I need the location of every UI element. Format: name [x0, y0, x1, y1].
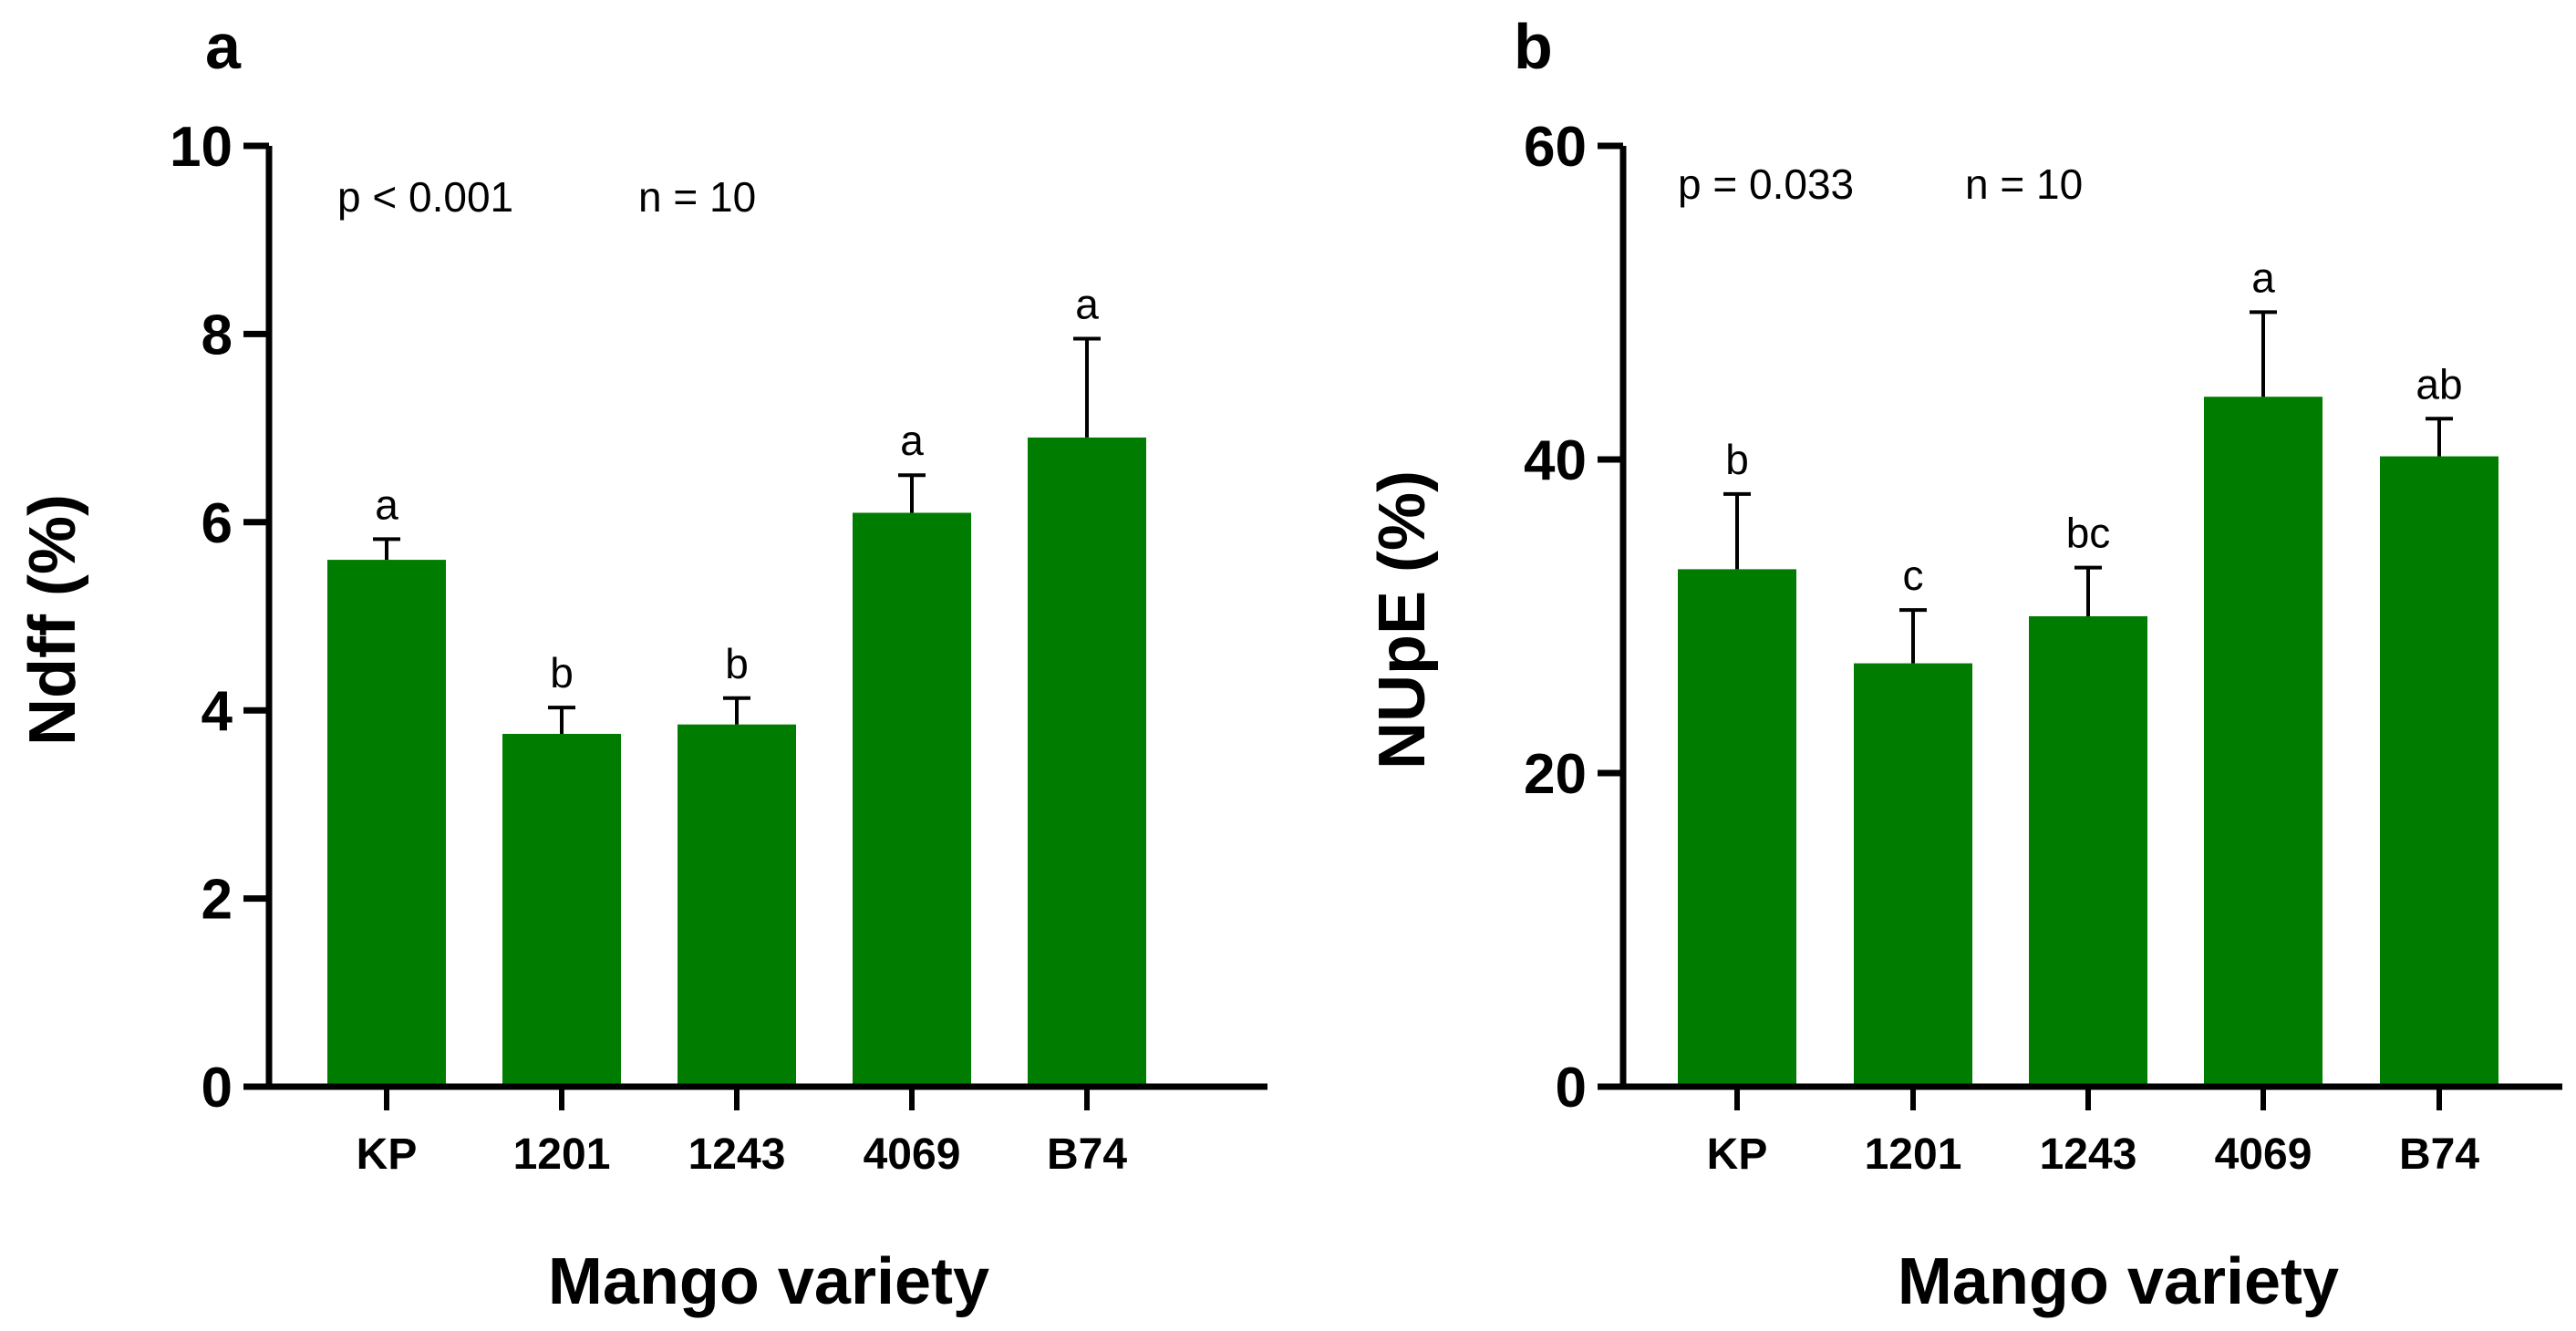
- panel-a-x-tick-label-B74: B74: [1047, 1130, 1127, 1179]
- panel-b-y-tick-label-40: 40: [1524, 429, 1587, 492]
- panel-b-x-axis-title: Mango variety: [1898, 1245, 2339, 1318]
- panel-b-bar-1243: [2029, 616, 2147, 1087]
- panel-b-sig-label-1201: c: [1903, 552, 1924, 599]
- panel-b-y-tick-label-0: 0: [1556, 1057, 1587, 1119]
- panel-a-y-tick-label-2: 2: [202, 869, 233, 932]
- panel-b-bar-1201: [1854, 663, 1972, 1087]
- panel-b-y-axis-title: NUpE (%): [1366, 470, 1439, 769]
- panel-b-sig-label-1243: bc: [2066, 510, 2111, 557]
- panel-a-bar-1243: [678, 724, 796, 1087]
- panel-a-y-tick-label-4: 4: [202, 680, 233, 743]
- panel-b-p-value: p = 0.033: [1678, 160, 1854, 208]
- panel-b-x-tick-label-KP: KP: [1707, 1130, 1768, 1179]
- panel-a-y-tick-label-0: 0: [202, 1057, 233, 1119]
- panel-a-p-value: p < 0.001: [337, 173, 513, 221]
- panel-a-sig-label-B74: a: [1075, 281, 1099, 328]
- panel-b-sig-label-4069: a: [2251, 253, 2275, 301]
- panel-a-x-tick-label-KP: KP: [357, 1130, 418, 1179]
- panel-a-bar-1201: [502, 734, 621, 1087]
- panel-b-y-tick-label-20: 20: [1524, 743, 1587, 806]
- panel-a-bar-4069: [853, 512, 971, 1087]
- panel-a-x-axis-title: Mango variety: [548, 1245, 989, 1318]
- panel-a-bar-KP: [327, 560, 446, 1087]
- panel-a-bar-B74: [1028, 437, 1146, 1087]
- panel-a: a Ndff (%) Mango variety p < 0.001 n = 1…: [16, 11, 1267, 1318]
- panel-a-letter: a: [205, 11, 242, 82]
- panel-b-letter: b: [1514, 11, 1553, 82]
- panel-a-y-axis-title: Ndff (%): [16, 494, 89, 746]
- panel-b-bar-4069: [2204, 397, 2323, 1087]
- panel-b-x-tick-label-B74: B74: [2399, 1130, 2479, 1179]
- panel-b-sig-label-B74: ab: [2416, 360, 2462, 408]
- panel-b-y-tick-label-60: 60: [1524, 116, 1587, 179]
- panel-b-x-tick-label-4069: 4069: [2215, 1130, 2312, 1179]
- panel-b-n-value: n = 10: [1965, 160, 2083, 208]
- panel-a-marks: a KP b 1201 b 1243 a 4069 a B74 0 2 4 6 8 10: [170, 116, 1267, 1179]
- panel-a-y-tick-label-6: 6: [202, 492, 233, 555]
- panel-a-y-tick-label-10: 10: [170, 116, 233, 179]
- panel-b-sig-label-KP: b: [1725, 436, 1749, 483]
- panel-a-n-value: n = 10: [638, 173, 756, 221]
- panel-a-sig-label-1201: b: [550, 649, 574, 696]
- panel-a-y-tick-label-8: 8: [202, 304, 233, 366]
- panel-a-x-tick-label-1201: 1201: [513, 1130, 611, 1179]
- panel-b-bar-KP: [1678, 569, 1796, 1087]
- panel-a-x-tick-label-1243: 1243: [688, 1130, 786, 1179]
- panel-b-bar-B74: [2380, 456, 2498, 1087]
- panel-a-sig-label-4069: a: [900, 417, 924, 464]
- panel-b-x-tick-label-1201: 1201: [1865, 1130, 1962, 1179]
- panel-a-sig-label-KP: a: [375, 480, 398, 528]
- panel-b-x-tick-label-1243: 1243: [2040, 1130, 2137, 1179]
- panel-a-x-tick-label-4069: 4069: [864, 1130, 961, 1179]
- panel-a-sig-label-1243: b: [725, 640, 749, 687]
- panel-b-marks: b KP c 1201 bc 1243 a 4069 ab B74 0 20 40 60: [1524, 116, 2562, 1179]
- panel-b: b NUpE (%) Mango variety p = 0.033 n = 1…: [1366, 11, 2562, 1318]
